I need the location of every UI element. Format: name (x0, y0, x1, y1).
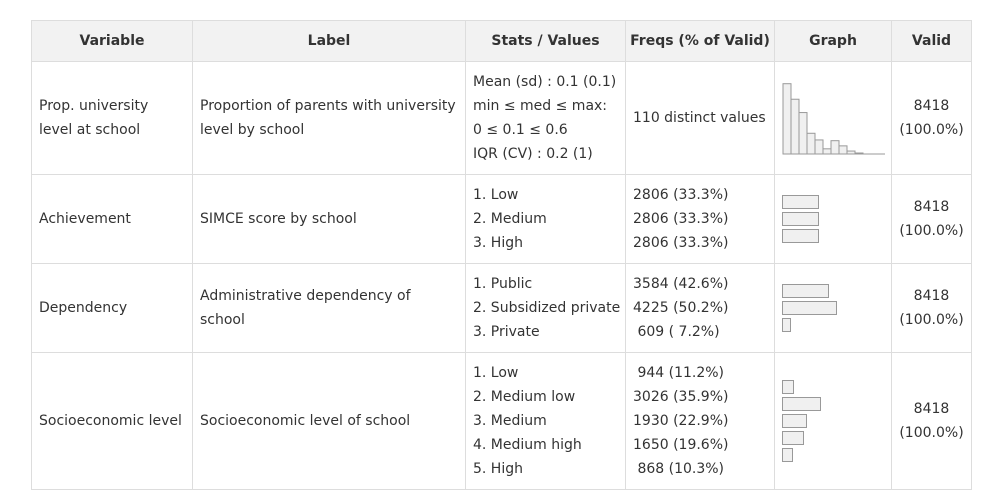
freq-line: 4225 (50.2%) (633, 300, 729, 316)
stats-line: 4. Medium high (473, 437, 582, 453)
variable-cell: Prop. university level at school (31, 61, 193, 175)
variable-cell: Socioeconomic level (31, 352, 193, 490)
stats-cell: 1. Low 2. Medium low 3. Medium 4. Medium… (465, 352, 626, 490)
histogram-bar (814, 139, 824, 155)
histogram-bar (782, 83, 792, 155)
proportion-bar (782, 431, 804, 445)
valid-count: 8418 (913, 98, 950, 114)
graph-cell (774, 263, 892, 353)
stats-line: 1. Low (473, 365, 519, 381)
valid-count: 8418 (913, 288, 950, 304)
variable-cell: Dependency (31, 263, 193, 353)
valid-cell: 8418 (100.0%) (891, 174, 972, 264)
valid-percent: (100.0%) (899, 425, 964, 441)
proportion-bar (782, 318, 791, 332)
proportion-bar (782, 380, 794, 394)
header-row: Variable Label Stats / Values Freqs (% o… (31, 20, 972, 62)
table-row: Socioeconomic level Socioeconomic level … (31, 352, 972, 490)
graph-cell (774, 61, 892, 175)
stats-line: 2. Subsidized private (473, 300, 621, 316)
histogram-chart (782, 83, 885, 155)
freq-line: 2806 (33.3%) (633, 211, 729, 227)
stats-cell: 1. Low 2. Medium 3. High (465, 174, 626, 264)
stats-line: 1. Public (473, 276, 533, 292)
graph-cell (774, 174, 892, 264)
histogram-bar (830, 140, 840, 155)
stats-cell: Mean (sd) : 0.1 (0.1) min ≤ med ≤ max: 0… (465, 61, 626, 175)
freq-line: 2806 (33.3%) (633, 187, 729, 203)
stats-line: 0 ≤ 0.1 ≤ 0.6 (473, 122, 568, 138)
valid-percent: (100.0%) (899, 223, 964, 239)
proportion-bar (782, 284, 829, 298)
freqs-cell: 944 (11.2%) 3026 (35.9%) 1930 (22.9%) 16… (625, 352, 775, 490)
header-stats: Stats / Values (465, 20, 626, 62)
stats-line: 1. Low (473, 187, 519, 203)
freq-line: 1930 (22.9%) (633, 413, 729, 429)
stats-line: Mean (sd) : 0.1 (0.1) (473, 74, 617, 90)
stats-line: min ≤ med ≤ max: (473, 98, 608, 114)
bar-chart (782, 195, 884, 243)
header-graph: Graph (774, 20, 892, 62)
freqs-cell: 110 distinct values (625, 61, 775, 175)
label-cell: SIMCE score by school (192, 174, 466, 264)
freq-line: 3584 (42.6%) (633, 276, 729, 292)
histogram-bar (806, 132, 816, 155)
label-cell: Socioeconomic level of school (192, 352, 466, 490)
stats-line: 2. Medium low (473, 389, 576, 405)
valid-cell: 8418 (100.0%) (891, 263, 972, 353)
stats-cell: 1. Public 2. Subsidized private 3. Priva… (465, 263, 626, 353)
valid-cell: 8418 (100.0%) (891, 352, 972, 490)
histogram-bar (822, 148, 832, 155)
header-freqs: Freqs (% of Valid) (625, 20, 775, 62)
stats-line: 2. Medium (473, 211, 547, 227)
proportion-bar (782, 195, 819, 209)
valid-cell: 8418 (100.0%) (891, 61, 972, 175)
header-variable: Variable (31, 20, 193, 62)
proportion-bar (782, 212, 819, 226)
valid-count: 8418 (913, 199, 950, 215)
graph-cell (774, 352, 892, 490)
freq-line: 3026 (35.9%) (633, 389, 729, 405)
header-label: Label (192, 20, 466, 62)
valid-percent: (100.0%) (899, 122, 964, 138)
stats-line: 3. High (473, 235, 523, 251)
summary-table: Variable Label Stats / Values Freqs (% o… (31, 20, 972, 490)
table-row: Dependency Administrative dependency of … (31, 263, 972, 353)
proportion-bar (782, 448, 793, 462)
variable-cell: Achievement (31, 174, 193, 264)
histogram-bar (798, 112, 808, 155)
freq-line: 944 (11.2%) (633, 365, 725, 381)
valid-percent: (100.0%) (899, 312, 964, 328)
freq-line: 2806 (33.3%) (633, 235, 729, 251)
header-valid: Valid (891, 20, 972, 62)
freq-line: 110 distinct values (633, 110, 766, 126)
histogram-bar (790, 98, 800, 155)
bar-chart (782, 380, 884, 462)
histogram-bar (838, 145, 848, 155)
freq-line: 868 (10.3%) (633, 461, 725, 477)
stats-line: 3. Medium (473, 413, 547, 429)
stats-line: 3. Private (473, 324, 540, 340)
bar-chart (782, 284, 884, 332)
label-cell: Proportion of parents with university le… (192, 61, 466, 175)
proportion-bar (782, 229, 819, 243)
proportion-bar (782, 397, 821, 411)
stats-line: IQR (CV) : 0.2 (1) (473, 146, 593, 162)
table-row: Achievement SIMCE score by school 1. Low… (31, 174, 972, 264)
freqs-cell: 3584 (42.6%) 4225 (50.2%) 609 ( 7.2%) (625, 263, 775, 353)
label-cell: Administrative dependency of school (192, 263, 466, 353)
proportion-bar (782, 301, 837, 315)
stats-line: 5. High (473, 461, 523, 477)
valid-count: 8418 (913, 401, 950, 417)
table-row: Prop. university level at school Proport… (31, 61, 972, 175)
freq-line: 609 ( 7.2%) (633, 324, 720, 340)
freqs-cell: 2806 (33.3%) 2806 (33.3%) 2806 (33.3%) (625, 174, 775, 264)
freq-line: 1650 (19.6%) (633, 437, 729, 453)
proportion-bar (782, 414, 807, 428)
